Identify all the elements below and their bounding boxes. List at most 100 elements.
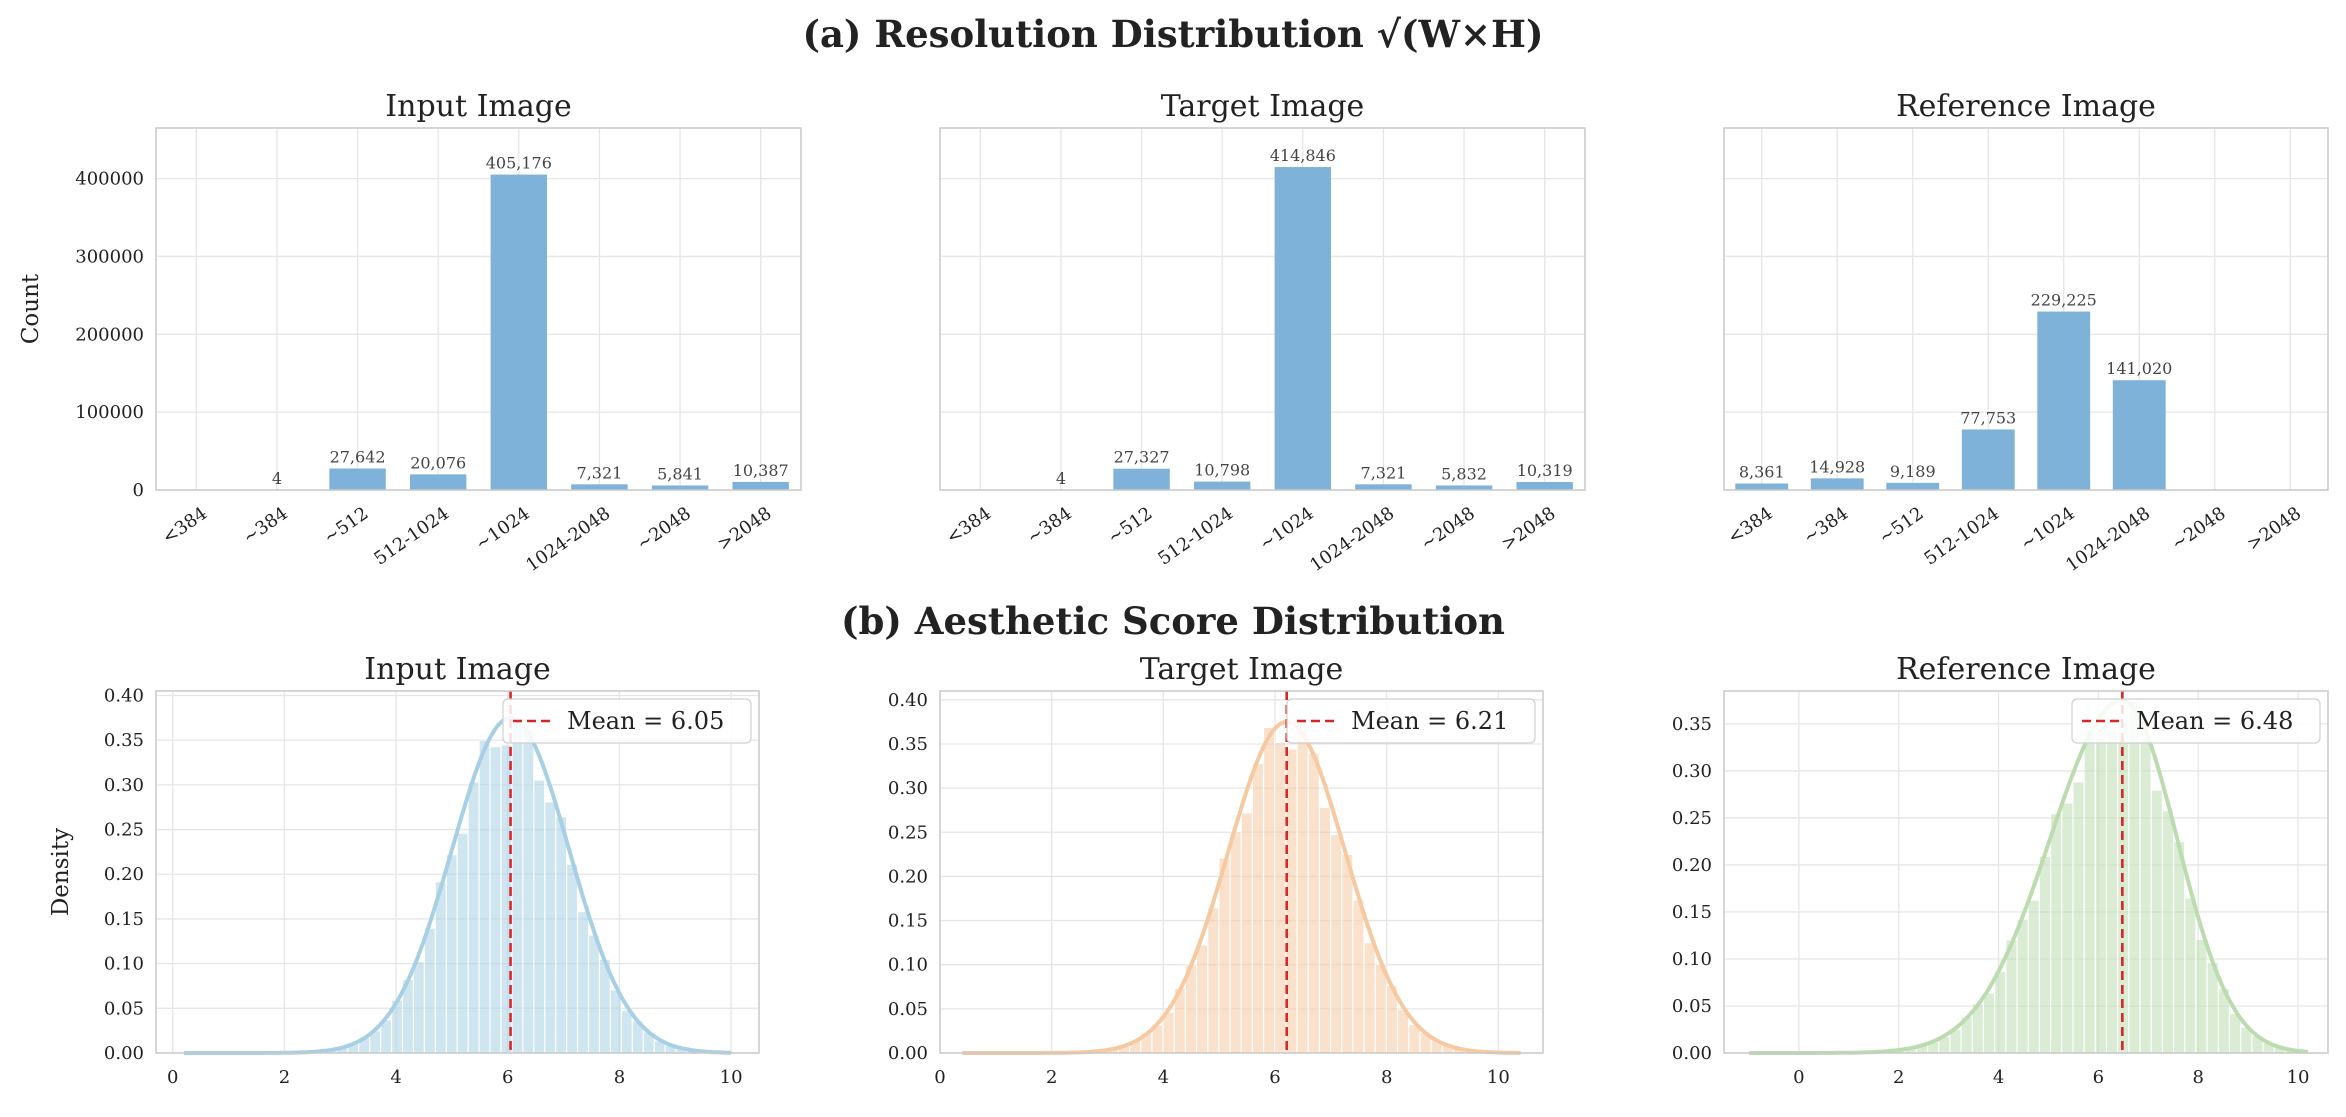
y-tick-label: 0.15 [888,911,928,932]
y-tick-label: 0.15 [104,909,144,930]
y-tick-label: 0.20 [888,866,928,887]
histogram-bin [424,928,436,1054]
y-tick-label: 0.20 [1672,855,1712,876]
y-tick-label: 0.25 [104,820,144,841]
histogram-bin [413,961,425,1054]
histogram-bin [2184,897,2196,1054]
y-axis-label: Density [48,828,74,916]
y-tick-label: 0.00 [104,1043,144,1064]
histogram-bin [446,854,458,1054]
aesthetic-panel-2: 0 2 4 6 8 10 0.00 0.05 0.10 0.15 0.20 0.25 0.30 0.35 0… [888,652,1544,1088]
x-tick-label: <384 [159,503,212,549]
y-tick-label: 0.10 [1672,949,1712,970]
x-tick-label: >2048 [1498,503,1560,555]
resolution-panel-3: 8,361 <384 14,928 ~384 9,189 ~512 77,753 512-10… [1723,89,2329,576]
panel-title: Reference Image [1896,89,2156,124]
histogram-bin [544,801,556,1054]
aesthetic-panel-1: 0 2 4 6 8 10 0.00 0.05 0.10 0.15 0.20 0.25 0.30 0.35 0… [48,652,760,1088]
histogram-bin [2095,711,2107,1054]
x-tick-label: ~2048 [633,503,695,555]
bar-value-label: 27,327 [1114,448,1170,467]
y-tick-label: 0.35 [1672,714,1712,735]
y-tick-label: 200000 [75,324,144,345]
x-tick-label: 0 [167,1067,178,1088]
bar-value-label: 8,361 [1739,462,1785,481]
bar [2037,311,2091,490]
x-tick-label: 4 [390,1067,401,1088]
y-tick-label: 0.35 [888,734,928,755]
bar [571,484,628,490]
bar [1435,485,1493,490]
axes-frame [1723,690,2329,1054]
histogram-bin [2017,919,2029,1054]
histogram-bin [511,716,523,1054]
bar-value-label: 7,321 [1361,463,1407,482]
bar [1113,468,1170,490]
x-tick-label: ~2048 [2168,503,2230,555]
y-tick-label: 0.05 [1672,996,1712,1017]
histogram-bin [2229,1013,2241,1054]
x-tick-label: 6 [2093,1067,2104,1088]
x-tick-label: 512-1024 [1154,503,1237,570]
y-tick-label: 0.30 [1672,761,1712,782]
x-tick-label: ~384 [1800,503,1853,549]
histogram-bin [2162,810,2174,1054]
histogram-bin [1330,834,1342,1054]
histogram-bin [468,781,480,1054]
histogram-bin [1319,807,1331,1054]
histogram-bin [1352,899,1365,1054]
histogram-bin [1274,742,1286,1054]
y-tick-label: 0.25 [888,822,928,843]
x-tick-label: ~384 [1023,503,1076,549]
histogram-bin [1163,1011,1175,1054]
panel-title: Input Image [364,652,550,687]
histogram-bin [1263,727,1275,1054]
x-tick-label: ~1024 [2017,503,2079,555]
x-tick-label: ~512 [320,503,373,549]
resolution-panel-1: 0 100000 200000 300000 400000 <384 4 ~384 27,642… [18,89,802,576]
x-tick-label: ~1024 [1256,503,1318,555]
axes-frame [155,127,802,491]
bar [490,174,548,490]
panel-title: Target Image [1140,652,1344,687]
y-tick-label: 0.00 [888,1043,928,1064]
histogram-bin [610,989,622,1054]
y-tick-label: 300000 [75,246,144,267]
bar-value-label: 7,321 [577,463,623,482]
histogram-bin [1364,942,1376,1054]
histogram-bin [1196,944,1208,1054]
histogram-bin [2039,856,2051,1054]
x-tick-label: <384 [1724,503,1777,549]
histogram-bin [1375,964,1387,1054]
x-tick-label: 10 [720,1067,743,1088]
bar-value-label: 9,189 [1890,462,1936,481]
bar-value-label: 405,176 [486,154,552,173]
axes-frame [939,127,1586,491]
x-tick-label: 1024-2048 [522,503,614,576]
bar [1355,484,1412,490]
histogram-bin [1341,854,1353,1054]
bar [1735,483,1789,490]
histogram-bin [1218,857,1231,1054]
x-tick-label: <384 [943,503,996,549]
histogram-bin [588,935,600,1054]
bar [651,485,709,490]
histogram-bin [1241,812,1253,1054]
y-tick-label: 0.20 [104,864,144,885]
bar-value-label: 4 [272,469,282,488]
histogram-bin [2072,781,2085,1054]
bar-value-label: 14,928 [1809,457,1865,476]
y-tick-label: 0.35 [104,730,144,751]
bar-value-label: 141,020 [2106,359,2172,378]
bar [1886,482,1940,490]
bar-value-label: 5,841 [657,464,703,483]
bar [732,481,789,490]
bar-value-label: 229,225 [2031,291,2097,310]
x-tick-label: 8 [1381,1067,1392,1088]
histogram-bin [2151,790,2163,1054]
y-tick-label: 0.10 [104,954,144,975]
x-tick-label: 1024-2048 [1306,503,1398,576]
x-tick-label: ~384 [239,503,292,549]
bar [2112,380,2166,490]
x-tick-label: >2048 [714,503,776,555]
